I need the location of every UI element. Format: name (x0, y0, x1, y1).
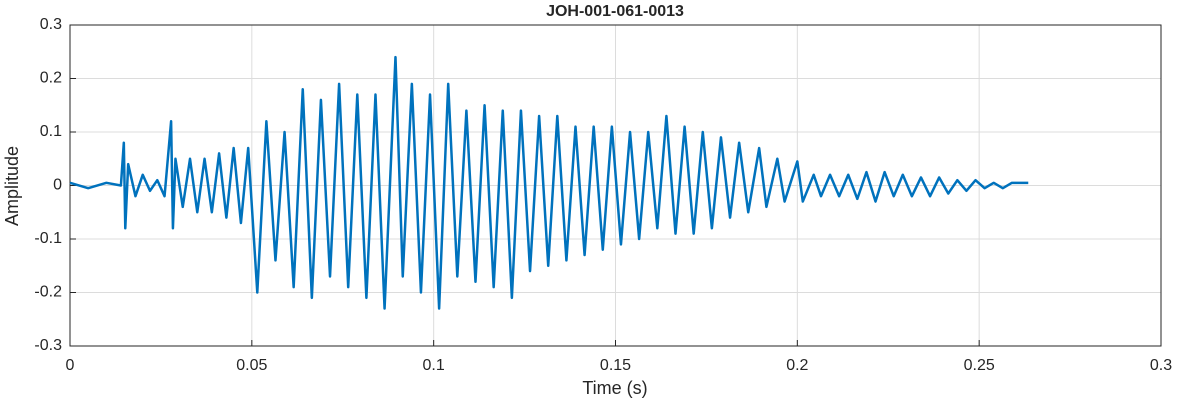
x-tick-label: 0 (66, 357, 75, 374)
y-tick-label: 0.1 (40, 123, 62, 140)
x-tick-label: 0.15 (600, 357, 631, 374)
x-axis-label: Time (s) (582, 378, 647, 398)
waveform-line (69, 55, 1029, 310)
x-tick-label: 0.25 (964, 357, 995, 374)
plot-frame (69, 24, 1162, 347)
x-tick-label: 0.1 (423, 357, 445, 374)
x-tick-label: 0.2 (786, 357, 808, 374)
y-tick-label: -0.3 (34, 337, 62, 354)
x-tick-label: 0.05 (236, 357, 267, 374)
x-tick-label: 0.3 (1150, 357, 1172, 374)
y-tick-label: 0.2 (40, 70, 62, 87)
y-axis-label: Amplitude (2, 146, 22, 226)
y-tick-label: 0.3 (40, 16, 62, 33)
y-tick-label: 0 (53, 177, 62, 194)
y-tick-label: -0.1 (34, 230, 62, 247)
chart-title: JOH-001-061-0013 (546, 3, 684, 20)
y-tick-label: -0.2 (34, 284, 62, 301)
